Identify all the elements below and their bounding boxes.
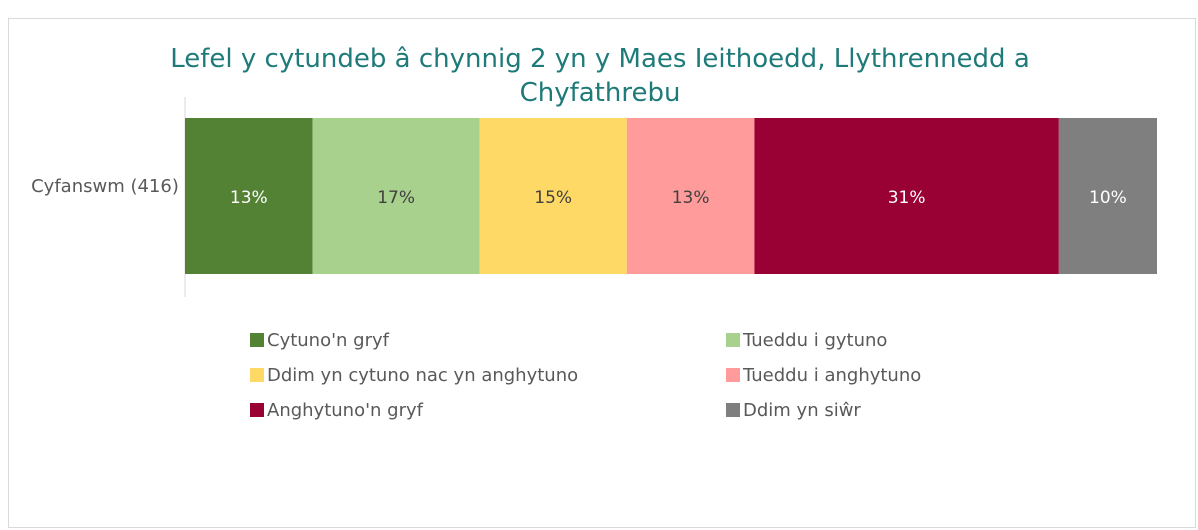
legend-swatch <box>250 403 264 417</box>
legend-swatch <box>250 368 264 382</box>
legend-label: Ddim yn cytuno nac yn anghytuno <box>267 365 578 386</box>
value-label: 31% <box>888 188 926 208</box>
category-label: Cyfanswm (416) <box>31 176 179 197</box>
value-label: 13% <box>672 188 710 208</box>
legend-label: Tueddu i anghytuno <box>742 365 921 386</box>
chart-title: Lefel y cytundeb â chynnig 2 yn y Maes I… <box>170 44 1030 108</box>
legend-label: Tueddu i gytuno <box>742 330 887 351</box>
legend-swatch <box>250 333 264 347</box>
bar-segment <box>626 118 755 274</box>
bar-segment <box>312 118 480 274</box>
legend-label: Anghytuno'n gryf <box>267 400 424 421</box>
value-label: 13% <box>230 188 268 208</box>
legend-swatch <box>726 333 740 347</box>
bar-segment <box>754 118 1059 274</box>
legend-swatch <box>726 368 740 382</box>
value-label: 15% <box>534 188 572 208</box>
bar-segment <box>479 118 627 274</box>
legend-label: Cytuno'n gryf <box>267 330 390 351</box>
bar-segment <box>185 118 313 274</box>
value-label: 10% <box>1089 188 1127 208</box>
chart-frame <box>8 18 1196 528</box>
legend-label: Ddim yn siŵr <box>743 400 861 421</box>
bar-segment <box>1058 118 1157 274</box>
legend-swatch <box>726 403 740 417</box>
value-label: 17% <box>377 188 415 208</box>
